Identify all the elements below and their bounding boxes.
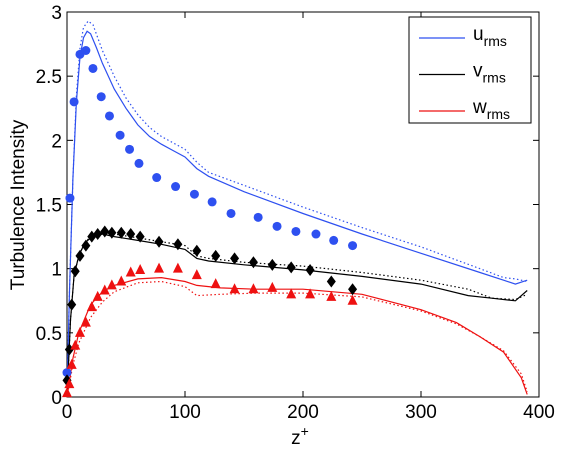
marker <box>126 228 136 241</box>
marker <box>152 173 162 183</box>
marker <box>64 378 75 389</box>
marker <box>192 244 202 257</box>
y-tick-label: 1 <box>51 260 62 281</box>
marker <box>311 229 321 239</box>
marker <box>253 212 263 222</box>
marker <box>348 241 358 251</box>
marker <box>115 130 125 140</box>
marker <box>329 235 339 245</box>
x-axis-label: z+ <box>291 423 309 449</box>
marker <box>96 92 106 102</box>
legend-name: v <box>473 61 483 82</box>
x-tick-label: 0 <box>62 402 73 423</box>
marker <box>171 182 181 192</box>
marker <box>86 301 97 312</box>
marker <box>62 387 72 398</box>
marker <box>154 262 165 273</box>
marker <box>107 226 117 239</box>
marker <box>248 256 258 269</box>
legend-label: vrms <box>473 61 506 86</box>
marker <box>81 46 91 55</box>
marker <box>125 144 135 154</box>
x-tick-label: 100 <box>169 402 201 423</box>
marker <box>267 281 278 292</box>
marker <box>348 283 358 296</box>
marker <box>226 208 236 218</box>
legend-name: w <box>472 97 487 118</box>
x-tick-label: 300 <box>405 402 437 423</box>
y-axis-label: Turbulence Intensity <box>8 119 29 290</box>
x-label-main: z <box>291 428 301 449</box>
marker <box>286 261 296 274</box>
marker <box>75 249 85 262</box>
marker <box>347 294 358 305</box>
marker <box>305 288 316 299</box>
marker <box>207 197 217 207</box>
marker <box>106 279 117 290</box>
marker <box>99 284 110 295</box>
marker <box>291 226 301 236</box>
marker <box>229 283 240 294</box>
marker <box>173 238 183 251</box>
series-line <box>66 232 528 398</box>
marker <box>211 249 221 262</box>
marker <box>326 290 337 301</box>
marker <box>135 230 145 243</box>
marker <box>67 298 77 311</box>
y-tick-label: 1.5 <box>36 196 62 217</box>
marker <box>172 262 183 273</box>
marker <box>326 275 336 288</box>
marker <box>93 228 103 241</box>
x-tick-label: 200 <box>287 402 319 423</box>
legend-subscript: rms <box>484 33 507 49</box>
y-tick-label: 2 <box>51 131 62 152</box>
marker <box>62 368 72 378</box>
legend-label: wrms <box>472 97 510 122</box>
marker <box>286 288 297 299</box>
marker <box>272 221 282 231</box>
marker <box>189 189 199 199</box>
marker <box>135 263 146 274</box>
legend-name: u <box>473 24 484 45</box>
marker <box>248 283 259 294</box>
marker <box>81 239 91 252</box>
marker <box>70 265 80 278</box>
marker <box>134 158 144 168</box>
y-tick-label: 0.5 <box>36 324 62 345</box>
legend-subscript: rms <box>483 70 506 86</box>
marker <box>70 339 81 350</box>
y-tick-label: 3 <box>51 3 62 24</box>
marker <box>80 316 91 327</box>
marker <box>125 266 136 277</box>
marker <box>116 275 127 286</box>
marker <box>230 252 240 265</box>
marker <box>69 97 79 107</box>
y-tick-label: 2.5 <box>36 67 62 88</box>
marker <box>100 225 110 238</box>
y-tick-label: 0 <box>51 388 62 409</box>
series-line <box>66 280 528 398</box>
legend-subscript: rms <box>487 106 510 122</box>
series-line <box>66 20 528 398</box>
marker <box>116 226 126 239</box>
marker <box>191 269 202 280</box>
x-label-sup: + <box>301 423 309 439</box>
marker <box>210 278 221 289</box>
x-tick-label: 400 <box>523 402 555 423</box>
marker <box>64 343 74 356</box>
marker <box>154 235 164 248</box>
marker <box>88 63 98 73</box>
marker <box>104 111 114 121</box>
marker <box>267 258 277 271</box>
legend-box <box>408 16 532 124</box>
marker <box>305 263 315 276</box>
marker <box>65 193 75 203</box>
marker <box>74 326 85 337</box>
marker <box>92 290 103 301</box>
marker <box>66 358 77 369</box>
legend-label: urms <box>473 24 507 49</box>
